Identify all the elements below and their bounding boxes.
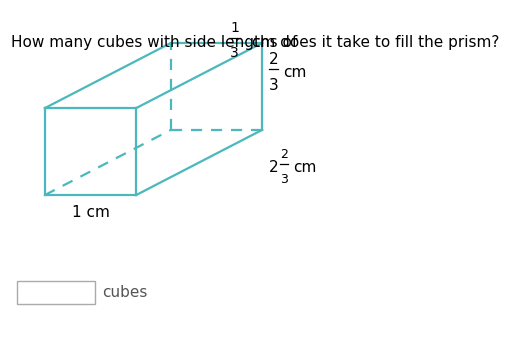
Bar	[17, 281, 95, 304]
Text: 2: 2	[269, 160, 279, 175]
Text: cubes: cubes	[102, 285, 147, 300]
Text: cm: cm	[293, 160, 317, 175]
Text: How many cubes with side lengths of: How many cubes with side lengths of	[11, 35, 297, 50]
Text: 3: 3	[230, 45, 239, 60]
Text: 1 cm: 1 cm	[72, 205, 109, 220]
Text: 3: 3	[280, 173, 288, 186]
Text: 2: 2	[280, 148, 288, 161]
Text: 2: 2	[269, 52, 279, 67]
Text: 1: 1	[230, 21, 239, 35]
Text: cm: cm	[283, 65, 306, 80]
Text: 3: 3	[269, 78, 279, 93]
Text: cm does it take to fill the prism?: cm does it take to fill the prism?	[246, 35, 499, 50]
